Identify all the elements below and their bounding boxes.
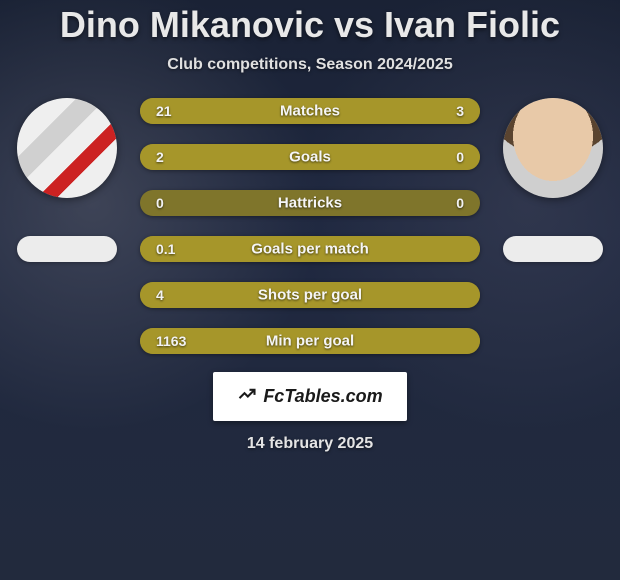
date-text: 14 february 2025 [247, 435, 373, 453]
stat-row: 0 Hattricks 0 [140, 190, 480, 216]
infographic: Dino Mikanovic vs Ivan Fiolic Club compe… [0, 0, 620, 580]
avatar-right [503, 98, 603, 198]
stat-row: 21 Matches 3 [140, 98, 480, 124]
player-right [498, 98, 608, 262]
subtitle: Club competitions, Season 2024/2025 [167, 56, 452, 74]
stat-value-left: 0.1 [156, 241, 175, 257]
stat-label: Goals per match [251, 241, 369, 258]
player-left [12, 98, 122, 262]
branding-text: FcTables.com [263, 386, 382, 407]
stat-value-right: 0 [456, 149, 464, 165]
stat-value-left: 2 [156, 149, 164, 165]
stat-value-left: 21 [156, 103, 172, 119]
avatar-left [17, 98, 117, 198]
stat-value-left: 0 [156, 195, 164, 211]
comparison-body: 21 Matches 3 2 Goals 0 0 Hattricks 0 0.1 Goals per… [0, 98, 620, 354]
stat-row: 4 Shots per goal [140, 282, 480, 308]
stat-label: Hattricks [278, 195, 342, 212]
stat-value-right: 3 [456, 103, 464, 119]
flag-left [17, 236, 117, 262]
flag-right [503, 236, 603, 262]
stat-label: Shots per goal [258, 287, 362, 304]
page-title: Dino Mikanovic vs Ivan Fiolic [60, 4, 560, 46]
stat-value-left: 1163 [156, 333, 186, 349]
stat-value-right: 0 [456, 195, 464, 211]
stat-row: 2 Goals 0 [140, 144, 480, 170]
stat-label: Matches [280, 103, 340, 120]
stat-label: Goals [289, 149, 331, 166]
stats-table: 21 Matches 3 2 Goals 0 0 Hattricks 0 0.1 Goals per… [140, 98, 480, 354]
branding-badge: FcTables.com [213, 372, 406, 421]
stat-label: Min per goal [266, 333, 354, 350]
chart-icon [237, 384, 257, 409]
stat-row: 1163 Min per goal [140, 328, 480, 354]
stat-row: 0.1 Goals per match [140, 236, 480, 262]
stat-value-left: 4 [156, 287, 164, 303]
